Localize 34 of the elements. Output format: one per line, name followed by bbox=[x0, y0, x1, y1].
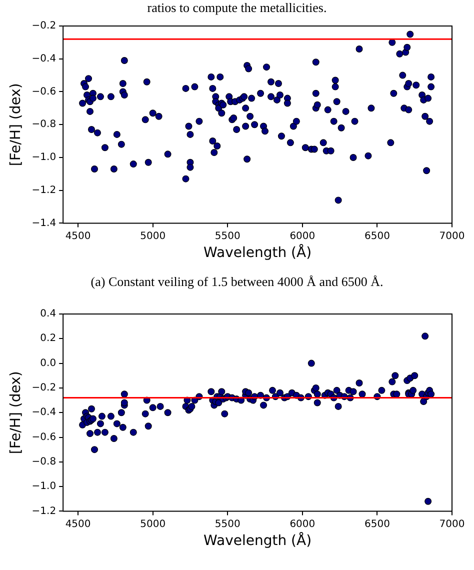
x-tick-label: 5500 bbox=[214, 518, 240, 530]
x-tick-label: 6500 bbox=[364, 230, 390, 242]
y-tick-label: −1.0 bbox=[32, 152, 56, 164]
x-tick-label: 6000 bbox=[290, 230, 316, 242]
x-tick-label: 5000 bbox=[140, 230, 166, 242]
y-tick-label: −0.2 bbox=[32, 20, 56, 32]
y-tick-label: −1.4 bbox=[32, 218, 56, 229]
y-tick-label: −1.2 bbox=[32, 506, 56, 517]
y-tick-label: −0.6 bbox=[32, 432, 56, 443]
text: ratios to compute the metallicities. bbox=[146, 0, 328, 16]
y-tick-label: 0.2 bbox=[40, 333, 56, 344]
x-tick-label: 6500 bbox=[364, 518, 390, 530]
y-tick-label: 0.0 bbox=[40, 358, 56, 369]
y-axis-title: [Fe/H] (dex) bbox=[8, 371, 24, 454]
x-axis-title: Wavelength (Å) bbox=[204, 244, 312, 262]
y-tick-label: 0.4 bbox=[40, 308, 56, 320]
x-tick-label: 5000 bbox=[140, 518, 166, 530]
y-axis-title: [Fe/H] (dex) bbox=[8, 83, 24, 166]
y-tick-label: −1.0 bbox=[32, 481, 56, 492]
x-axis-title: Wavelength (Å) bbox=[204, 532, 312, 550]
y-tick-label: −0.8 bbox=[32, 119, 56, 130]
y-tick-label: −0.4 bbox=[32, 53, 56, 64]
x-tick-label: 7000 bbox=[439, 230, 465, 242]
x-tick-label: 4500 bbox=[65, 518, 91, 530]
x-tick-label: 5500 bbox=[214, 230, 240, 242]
y-tick-label: −0.2 bbox=[32, 382, 56, 394]
y-tick-label: −0.8 bbox=[32, 456, 56, 468]
x-tick-label: 4500 bbox=[65, 230, 91, 242]
x-tick-label: 6000 bbox=[290, 518, 316, 530]
text: (a) Constant veiling of 1.5 between 4000 Å and 6500 Å. bbox=[90, 274, 384, 290]
y-tick-label: −0.6 bbox=[32, 86, 56, 98]
x-tick-label: 7000 bbox=[439, 518, 465, 530]
y-tick-label: −1.2 bbox=[32, 184, 56, 196]
y-tick-label: −0.4 bbox=[32, 407, 56, 418]
